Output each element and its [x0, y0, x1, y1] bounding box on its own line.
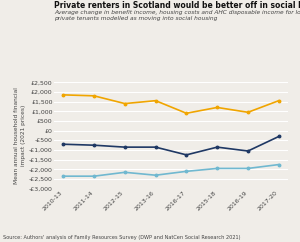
- Benefits: [61, 143, 65, 146]
- Housing costs: [215, 167, 219, 170]
- Benefits: [184, 153, 188, 156]
- Housing costs: [123, 171, 127, 174]
- Benefits: [92, 144, 96, 147]
- Line: Housing costs: Housing costs: [62, 163, 280, 177]
- Disposable income: [154, 99, 158, 102]
- Housing costs: [92, 175, 96, 178]
- Disposable income: [277, 99, 281, 102]
- Disposable income: [92, 94, 96, 97]
- Benefits: [215, 146, 219, 149]
- Text: Average change in benefit income, housing costs and AHC disposable income for lo: Average change in benefit income, housin…: [54, 10, 300, 21]
- Benefits: [123, 146, 127, 149]
- Benefits: [246, 150, 250, 152]
- Housing costs: [246, 167, 250, 170]
- Line: Benefits: Benefits: [62, 135, 280, 156]
- Housing costs: [154, 174, 158, 177]
- Disposable income: [123, 102, 127, 105]
- Line: Disposable income: Disposable income: [62, 94, 280, 114]
- Text: Source: Authors' analysis of Family Resources Survey (DWP and NatCen Social Rese: Source: Authors' analysis of Family Reso…: [3, 234, 241, 240]
- Housing costs: [184, 170, 188, 173]
- Housing costs: [277, 163, 281, 166]
- Y-axis label: Mean annual household financial
impact (2021 prices): Mean annual household financial impact (…: [14, 87, 26, 184]
- Disposable income: [61, 93, 65, 96]
- Disposable income: [215, 106, 219, 109]
- Benefits: [277, 135, 281, 138]
- Disposable income: [246, 111, 250, 114]
- Disposable income: [184, 112, 188, 115]
- Benefits: [154, 146, 158, 149]
- Text: Private renters in Scotland would be better off in social housing: Private renters in Scotland would be bet…: [54, 1, 300, 10]
- Housing costs: [61, 175, 65, 178]
